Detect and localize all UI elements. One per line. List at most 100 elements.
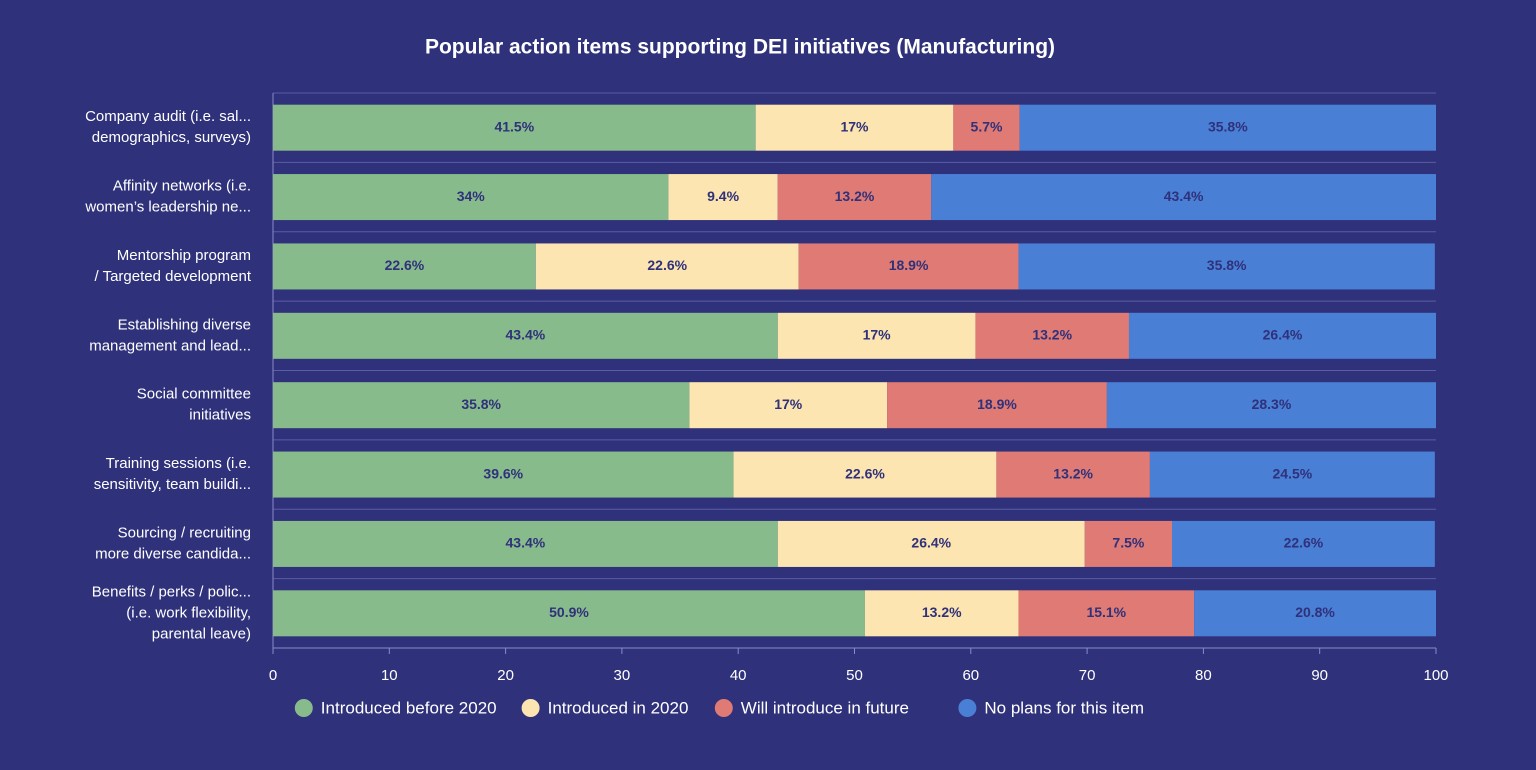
legend-marker	[714, 699, 733, 717]
x-tick-label: 90	[1311, 667, 1328, 684]
y-tick-label: parental leave)	[152, 625, 251, 642]
value-label: 35.8%	[1208, 118, 1248, 134]
value-label: 18.9%	[889, 257, 929, 273]
bar-segment	[953, 104, 1020, 151]
bar-segment	[777, 312, 976, 359]
y-tick-label: (i.e. work flexibility,	[126, 604, 251, 621]
legend-label: Introduced before 2020	[321, 698, 497, 717]
bar-segment	[273, 382, 690, 429]
bar-segment	[273, 590, 865, 637]
value-label: 20.8%	[1295, 604, 1335, 620]
value-label: 26.4%	[1263, 327, 1303, 343]
value-label: 41.5%	[494, 118, 534, 134]
value-label: 17%	[863, 327, 892, 343]
value-label: 22.6%	[385, 257, 425, 273]
value-label: 13.2%	[922, 604, 962, 620]
bar-segment	[273, 174, 669, 221]
value-label: 22.6%	[647, 257, 687, 273]
bar-segment	[887, 382, 1107, 429]
bar-segment	[535, 243, 799, 290]
bar-segment	[273, 243, 536, 290]
bar-segment	[798, 243, 1019, 290]
bar-segment	[273, 520, 778, 567]
y-tick-label: initiatives	[189, 407, 251, 424]
legend-marker	[521, 699, 540, 717]
bar-segment	[1018, 243, 1435, 290]
bar-segment	[931, 174, 1436, 221]
y-tick-label: Sourcing / recruiting	[118, 524, 251, 541]
bar-segment	[1171, 520, 1435, 567]
x-tick-label: 40	[730, 667, 747, 684]
y-tick-label: Company audit (i.e. sal...	[85, 108, 251, 125]
bar-segment	[1194, 590, 1436, 637]
bar-segment	[273, 312, 778, 359]
y-tick-label: demographics, surveys)	[92, 129, 251, 146]
y-tick-label: sensitivity, team buildi...	[94, 476, 251, 493]
value-label: 35.8%	[461, 396, 501, 412]
legend-marker	[958, 699, 977, 717]
bar-segment	[1018, 590, 1195, 637]
legend-label: No plans for this item	[984, 698, 1144, 717]
bar-segment	[733, 451, 997, 498]
bar-segment	[996, 451, 1150, 498]
bar-segment	[777, 174, 932, 221]
value-label: 13.2%	[835, 188, 875, 204]
x-tick-label: 20	[497, 667, 514, 684]
y-tick-label: management and lead...	[89, 337, 251, 354]
value-label: 34%	[457, 188, 486, 204]
x-tick-label: 70	[1079, 667, 1096, 684]
x-tick-label: 80	[1195, 667, 1212, 684]
legend-marker	[294, 699, 313, 717]
value-label: 26.4%	[911, 535, 951, 551]
value-label: 43.4%	[506, 535, 546, 551]
y-tick-label: Benefits / perks / polic...	[92, 583, 251, 600]
bar-segment	[975, 312, 1129, 359]
value-label: 5.7%	[971, 118, 1003, 134]
y-tick-label: / Targeted development	[95, 268, 252, 285]
y-tick-label: Social committee	[137, 386, 251, 403]
bar-segment	[1019, 104, 1436, 151]
y-tick-label: more diverse candida...	[95, 545, 251, 562]
value-label: 39.6%	[483, 465, 523, 481]
bar-segment	[864, 590, 1019, 637]
legend-label: Will introduce in future	[741, 698, 909, 717]
value-label: 17%	[840, 118, 869, 134]
value-label: 22.6%	[845, 465, 885, 481]
bar-segment	[273, 451, 734, 498]
chart-title: Popular action items supporting DEI init…	[425, 36, 1055, 59]
x-tick-label: 30	[614, 667, 631, 684]
bar-segment	[273, 104, 756, 151]
value-label: 15.1%	[1086, 604, 1126, 620]
bar-segment	[689, 382, 888, 429]
value-label: 17%	[774, 396, 803, 412]
x-tick-label: 60	[962, 667, 979, 684]
bar-segment	[1106, 382, 1436, 429]
value-label: 43.4%	[1164, 188, 1204, 204]
bar-segment	[755, 104, 954, 151]
value-label: 13.2%	[1053, 465, 1093, 481]
value-label: 24.5%	[1273, 465, 1313, 481]
bar-segment	[1149, 451, 1435, 498]
x-tick-label: 50	[846, 667, 863, 684]
y-tick-label: Establishing diverse	[118, 316, 251, 333]
bar-segment	[668, 174, 778, 221]
value-label: 7.5%	[1112, 535, 1144, 551]
value-label: 18.9%	[977, 396, 1017, 412]
value-label: 35.8%	[1207, 257, 1247, 273]
y-tick-label: Affinity networks (i.e.	[113, 178, 251, 195]
bar-segment	[777, 520, 1085, 567]
y-tick-label: women’s leadership ne...	[84, 199, 251, 216]
value-label: 9.4%	[707, 188, 739, 204]
value-label: 28.3%	[1252, 396, 1292, 412]
value-label: 50.9%	[549, 604, 589, 620]
value-label: 22.6%	[1284, 535, 1324, 551]
y-tick-label: Training sessions (i.e.	[106, 455, 251, 472]
x-tick-label: 100	[1423, 667, 1448, 684]
y-tick-label: Mentorship program	[117, 247, 251, 264]
bar-segment	[1084, 520, 1172, 567]
value-label: 13.2%	[1032, 327, 1072, 343]
x-tick-label: 0	[269, 667, 277, 684]
bar-segment	[1128, 312, 1436, 359]
legend-label: Introduced in 2020	[548, 698, 689, 717]
